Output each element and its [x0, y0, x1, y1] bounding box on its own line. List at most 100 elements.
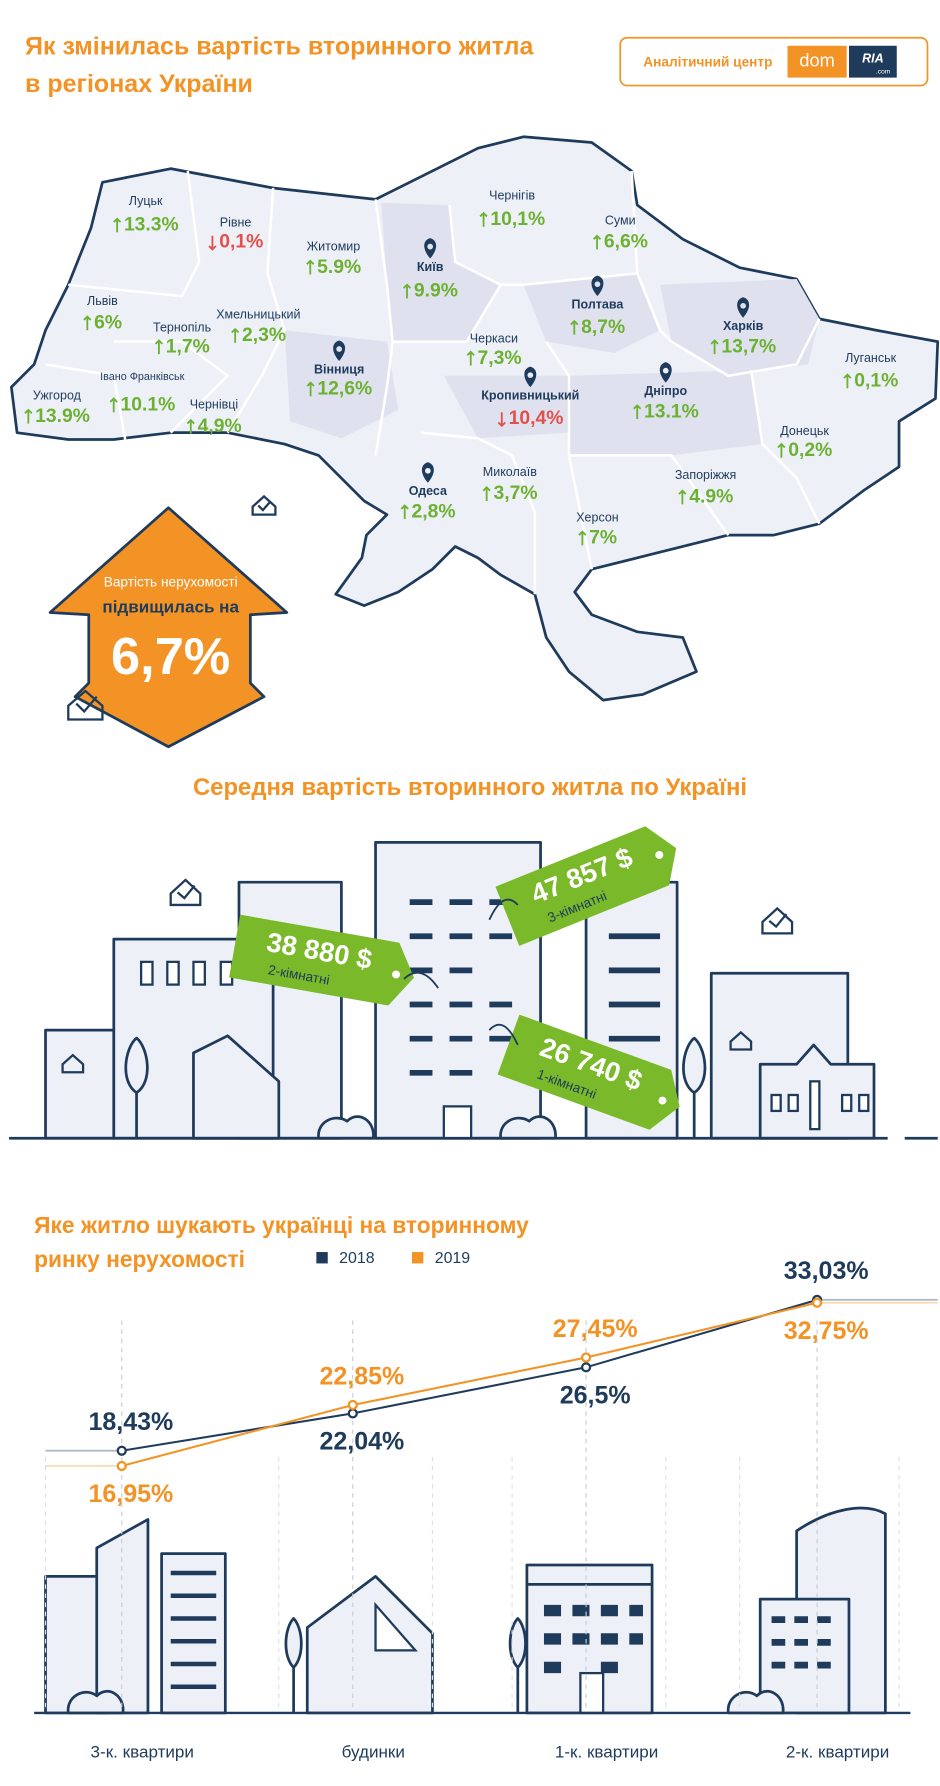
badge-text: Вартість нерухомості — [104, 575, 238, 590]
point — [580, 1362, 592, 1373]
region-change: 7,3% — [478, 347, 522, 369]
region-name: Тернопіль — [153, 320, 211, 334]
trend-arrow — [497, 412, 506, 428]
region-name: Чернігів — [489, 188, 535, 202]
region-change: 12,6% — [317, 378, 372, 400]
price-tag: 47 857 $3-кімнатні — [495, 826, 677, 946]
tag-hole — [392, 970, 401, 979]
region-shade — [569, 370, 763, 456]
region-name: Київ — [417, 260, 444, 274]
page-title: в регіонах України — [25, 70, 253, 98]
trend-arrow — [402, 283, 412, 299]
trend-arrow — [400, 504, 409, 520]
region-change: 0,1% — [219, 231, 263, 253]
tag-hole — [658, 1096, 667, 1105]
badge-value: 6,7% — [111, 628, 230, 686]
region-name: Рівне — [220, 216, 252, 230]
map-pin — [424, 238, 437, 259]
region-change: 0,1% — [854, 370, 898, 392]
logo-caption: Аналітичний центр — [643, 54, 772, 69]
region-name: Миколаїв — [483, 465, 537, 479]
trend-arrow — [466, 350, 475, 366]
value-label: 26,5% — [560, 1382, 631, 1410]
region-change: 4,9% — [198, 415, 242, 437]
trend-arrow — [843, 373, 852, 389]
region-shade — [660, 279, 820, 376]
value-label: 22,85% — [319, 1362, 404, 1390]
legend-label: 2018 — [339, 1250, 375, 1267]
trend-arrow — [578, 530, 587, 546]
region-shade — [284, 330, 399, 439]
region-change: 1,7% — [166, 335, 210, 357]
point — [347, 1399, 358, 1411]
region-change: 7% — [589, 527, 617, 549]
region-name: Черкаси — [470, 332, 518, 346]
value-label: 32,75% — [784, 1317, 869, 1345]
value-label: 16,95% — [88, 1480, 173, 1508]
region-name: Одеса — [409, 484, 448, 498]
value-label: 33,03% — [784, 1257, 869, 1285]
region-change: 2,3% — [242, 324, 286, 346]
legend-label: 2019 — [435, 1250, 471, 1267]
badge-text: підвищилась на — [102, 597, 239, 616]
region-name: Львів — [87, 294, 118, 308]
region-name: Хмельницький — [216, 308, 300, 322]
legend-swatch — [316, 1252, 328, 1264]
trend-arrow — [83, 315, 92, 331]
region-name: Ужгород — [33, 389, 82, 403]
trend-arrow — [186, 418, 195, 434]
city-illustration — [9, 840, 938, 1140]
region-name: Кропивницький — [481, 389, 579, 403]
region-name: Луцьк — [129, 194, 163, 208]
region-change: 5.9% — [317, 256, 361, 278]
region-shade — [523, 273, 661, 354]
region-shade — [381, 202, 501, 342]
trend-arrow — [231, 327, 240, 343]
trend-arrow — [479, 211, 488, 227]
logo-brand-box — [787, 45, 847, 78]
region-name: Харків — [723, 319, 764, 333]
tag-shape — [229, 914, 414, 1006]
point — [811, 1297, 823, 1308]
region-name: Херсон — [576, 510, 619, 524]
legend-swatch — [411, 1252, 424, 1264]
region-name: Донецьк — [780, 424, 829, 438]
region-borders — [45, 170, 821, 595]
trend-arrow — [570, 319, 579, 335]
logo-domain: .com — [876, 69, 891, 76]
trend-arrow — [306, 381, 315, 397]
region-change: 10.1% — [121, 393, 176, 415]
category-label: будинки — [342, 1742, 405, 1761]
region-name: Запоріжжя — [675, 468, 736, 482]
value-label: 18,43% — [88, 1408, 173, 1436]
trend-arrow — [109, 397, 118, 413]
series-line — [121, 1298, 818, 1452]
region-change: 0,2% — [788, 439, 832, 461]
trend-arrow — [592, 234, 602, 250]
value-label: 22,04% — [319, 1428, 404, 1456]
trend-arrow — [777, 442, 786, 458]
category-label: 3-к. квартири — [91, 1742, 194, 1761]
region-name: Чернівці — [190, 398, 239, 412]
value-label: 27,45% — [553, 1315, 638, 1343]
region-change: 8,7% — [581, 316, 625, 338]
price-tags: 38 880 $2-кімнатні 47 857 $3-кімнатні 26 7… — [229, 826, 680, 1130]
logo-mark-box — [848, 45, 897, 78]
series-line — [121, 1301, 818, 1467]
chart-title: ринку нерухомості — [34, 1246, 245, 1272]
line-chart: 2018 2019 18,43% 22,04% 26,5% 33,03% 16,95% 22,… — [44, 1250, 938, 1761]
point — [116, 1460, 127, 1472]
region-change: 6,6% — [604, 231, 648, 253]
trend-arrow — [306, 259, 315, 275]
region-change: 2,8% — [412, 500, 456, 522]
trend-arrow — [208, 235, 217, 251]
region-name: Полтава — [572, 298, 625, 312]
map-pin — [333, 340, 346, 361]
chart-title: Яке житло шукають українці на вторинному — [34, 1212, 529, 1238]
region-change: 13.1% — [644, 400, 699, 422]
region-change: 13,7% — [721, 335, 776, 357]
trend-arrow — [633, 404, 642, 420]
logo-brand: dom — [799, 50, 834, 70]
house-icons — [67, 494, 277, 721]
region-name: Вінниця — [314, 362, 364, 376]
